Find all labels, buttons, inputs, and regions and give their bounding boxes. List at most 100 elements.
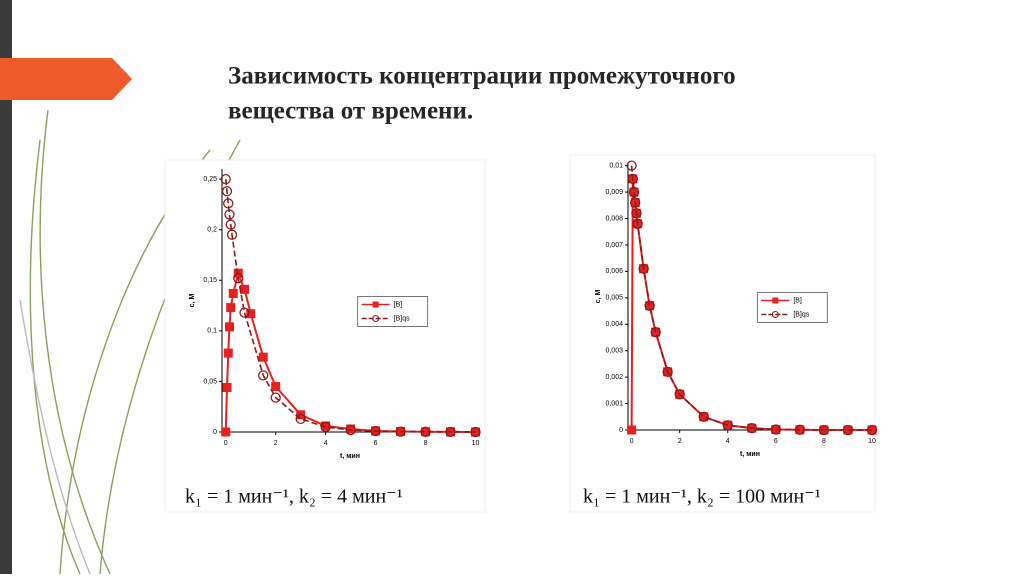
marker — [225, 219, 236, 230]
legend-box — [357, 296, 429, 327]
marker — [320, 421, 331, 433]
series-line — [630, 165, 872, 431]
caption: k₁ = 1 мин⁻¹, k₂ = 4 мин⁻¹ — [185, 486, 403, 508]
x-tick-label: 8 — [424, 440, 428, 447]
x-tick-label: 2 — [274, 440, 278, 447]
legend-marker — [372, 301, 379, 308]
marker — [722, 420, 733, 431]
x-axis-label: t, мин — [740, 451, 760, 458]
marker — [794, 424, 806, 435]
marker — [233, 273, 244, 284]
marker — [239, 307, 250, 318]
slide-title: Зависимость концентрации промежуточного — [228, 63, 736, 90]
marker — [627, 173, 638, 185]
legend-marker — [771, 311, 779, 318]
legend-label: [B]qs — [793, 311, 809, 318]
marker — [445, 426, 456, 438]
marker — [866, 424, 878, 436]
legend-marker — [772, 297, 779, 304]
chart-panel — [164, 159, 486, 513]
y-tick-label: 0,15 — [203, 277, 217, 284]
y-tick-label: 0,2 — [207, 227, 217, 234]
y-tick-label: 0,005 — [605, 295, 623, 302]
y-tick-label: 0 — [213, 429, 217, 436]
marker — [629, 187, 639, 197]
x-tick-label: 0 — [224, 440, 228, 447]
marker — [627, 425, 637, 435]
y-tick-label: 0,1 — [207, 328, 217, 335]
x-tick-label: 0 — [630, 438, 634, 445]
marker — [662, 366, 673, 377]
marker — [258, 370, 269, 381]
chart-panel — [569, 154, 876, 513]
marker — [420, 426, 431, 437]
marker — [699, 412, 709, 422]
marker — [222, 382, 232, 392]
legend-label: [B] — [394, 301, 403, 308]
slide-title: вещества от времени. — [228, 98, 473, 125]
marker — [651, 327, 661, 337]
y-tick-label: 0,01 — [609, 162, 623, 169]
marker — [346, 424, 356, 434]
marker — [224, 209, 235, 220]
marker — [246, 309, 256, 319]
y-tick-label: 0,002 — [605, 374, 623, 381]
marker — [628, 186, 640, 198]
marker — [674, 389, 685, 400]
marker — [421, 427, 431, 437]
y-tick-label: 0,009 — [605, 189, 623, 196]
y-axis-label: c, M — [595, 290, 602, 304]
legend-box — [756, 292, 828, 323]
marker — [867, 425, 877, 435]
marker — [795, 425, 805, 435]
y-tick-label: 0,007 — [605, 242, 623, 249]
marker — [228, 288, 238, 298]
marker — [630, 197, 641, 208]
legend-marker — [372, 315, 380, 322]
x-tick-label: 4 — [726, 438, 730, 445]
marker — [395, 426, 406, 437]
marker — [632, 218, 643, 229]
y-tick-label: 0,008 — [605, 215, 623, 222]
x-tick-label: 10 — [868, 438, 876, 445]
marker — [271, 381, 281, 391]
marker — [638, 263, 649, 274]
marker — [818, 424, 830, 436]
x-tick-label: 6 — [374, 440, 378, 447]
marker — [221, 186, 233, 197]
marker — [345, 424, 356, 436]
marker — [295, 413, 306, 425]
y-tick-label: 0,004 — [605, 321, 623, 328]
y-axis-label: c, M — [189, 294, 196, 308]
marker — [631, 208, 642, 219]
marker — [226, 303, 236, 313]
marker — [370, 425, 381, 437]
y-tick-label: 0 — [619, 427, 623, 434]
side-strip — [0, 0, 12, 574]
legend-label: [B]qs — [394, 315, 410, 322]
accent-arrow — [0, 58, 132, 100]
legend-label: [B] — [793, 297, 802, 304]
marker — [770, 424, 781, 435]
x-tick-label: 6 — [774, 438, 778, 445]
marker — [221, 427, 231, 437]
marker — [226, 229, 238, 240]
marker — [321, 421, 331, 431]
x-tick-label: 10 — [472, 440, 480, 447]
y-tick-label: 0,05 — [203, 378, 217, 385]
marker — [644, 300, 655, 311]
marker — [224, 322, 234, 332]
marker — [842, 424, 854, 436]
marker — [223, 198, 234, 209]
marker — [239, 284, 249, 294]
marker — [270, 392, 281, 403]
y-tick-label: 0,003 — [605, 348, 623, 355]
marker — [223, 348, 233, 358]
marker — [470, 426, 481, 438]
marker — [626, 160, 637, 171]
x-tick-label: 2 — [678, 438, 682, 445]
marker — [650, 327, 661, 338]
caption: k₁ = 1 мин⁻¹, k₂ = 100 мин⁻¹ — [583, 486, 821, 508]
